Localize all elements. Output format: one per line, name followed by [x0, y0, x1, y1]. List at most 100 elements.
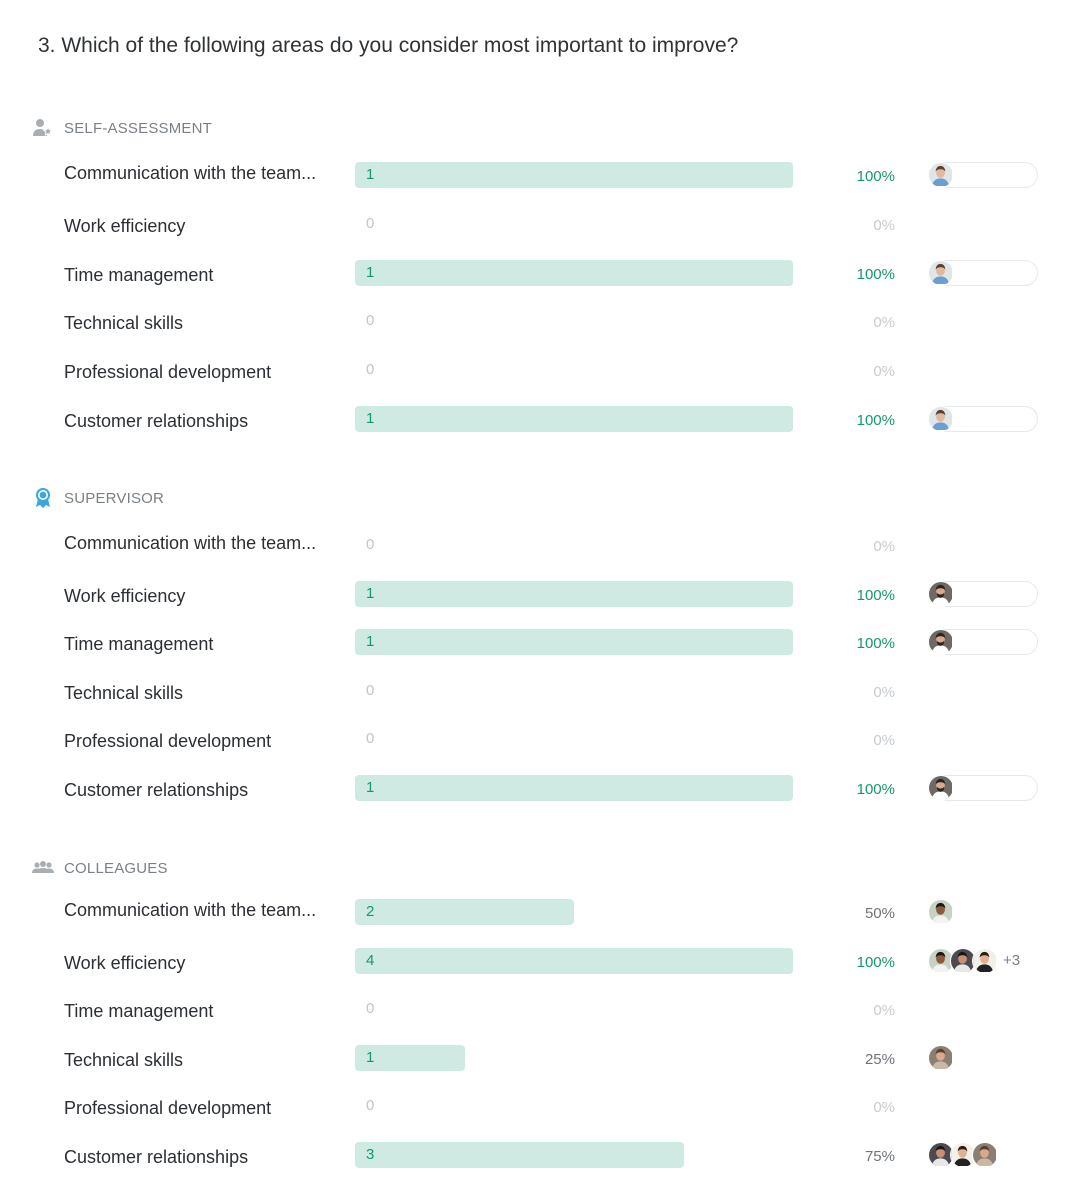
response-count: 0 — [366, 1000, 375, 1017]
row-label: Time management — [64, 1001, 214, 1021]
percent-value: 100% — [856, 168, 895, 185]
percent-value: 0% — [873, 684, 895, 701]
percent-value: 100% — [856, 266, 895, 283]
bar-track: 0 — [355, 678, 793, 704]
percent-value: 0% — [873, 538, 895, 555]
section-title: COLLEAGUES — [64, 859, 168, 877]
bar-track: 1 — [355, 581, 793, 607]
response-count: 3 — [366, 1146, 375, 1163]
row-label: Professional development — [64, 1098, 272, 1118]
response-count: 2 — [366, 903, 375, 920]
award-ribbon-icon — [32, 488, 54, 508]
bar-fill — [355, 899, 574, 925]
percent-value: 0% — [873, 314, 895, 331]
bar-fill — [355, 406, 793, 432]
bar-track: 1 — [355, 1045, 793, 1071]
avatar[interactable] — [972, 1142, 998, 1168]
more-respondents-count[interactable]: +3 — [1003, 952, 1021, 969]
percent-value: 100% — [856, 587, 895, 604]
bar-track: 1 — [355, 629, 793, 655]
response-count: 0 — [366, 1097, 375, 1114]
avatar[interactable] — [928, 260, 954, 286]
row-label: Technical skills — [64, 683, 184, 703]
avatar[interactable] — [928, 1045, 954, 1071]
response-count: 1 — [366, 633, 375, 650]
section-header: SELF-ASSESSMENT — [32, 118, 212, 138]
percent-value: 0% — [873, 363, 895, 380]
response-count: 0 — [366, 536, 375, 553]
percent-value: 0% — [873, 217, 895, 234]
question-title: 3. Which of the following areas do you c… — [38, 34, 739, 57]
bar-fill — [355, 260, 793, 286]
avatar[interactable] — [950, 1142, 976, 1168]
avatar[interactable] — [928, 162, 954, 188]
bar-track: 3 — [355, 1142, 793, 1168]
bar-fill — [355, 581, 793, 607]
row-label: Work efficiency — [64, 953, 186, 973]
avatar[interactable] — [928, 948, 954, 974]
response-count: 0 — [366, 730, 375, 747]
response-count: 1 — [366, 410, 375, 427]
row-label: Professional development — [64, 731, 272, 751]
row-label: Time management — [64, 265, 214, 285]
bar-track: 1 — [355, 406, 793, 432]
group-icon — [32, 858, 54, 878]
avatar[interactable] — [928, 775, 954, 801]
response-count: 1 — [366, 166, 375, 183]
row-label: Professional development — [64, 362, 272, 382]
row-label: Technical skills — [64, 1050, 184, 1070]
response-count: 1 — [366, 1049, 375, 1066]
row-label: Communication with the team... — [64, 900, 317, 920]
avatar[interactable] — [928, 899, 954, 925]
percent-value: 25% — [864, 1051, 895, 1068]
row-label: Customer relationships — [64, 780, 249, 800]
response-count: 1 — [366, 585, 375, 602]
bar-track: 4 — [355, 948, 793, 974]
bar-fill — [355, 775, 793, 801]
row-label: Communication with the team... — [64, 533, 317, 553]
section-title: SELF-ASSESSMENT — [64, 119, 213, 137]
response-count: 0 — [366, 682, 375, 699]
avatar[interactable] — [928, 629, 954, 655]
percent-value: 75% — [864, 1148, 895, 1165]
percent-value: 50% — [864, 905, 895, 922]
bar-fill — [355, 1045, 465, 1071]
avatar[interactable] — [928, 581, 954, 607]
row-label: Time management — [64, 634, 214, 654]
bar-track: 0 — [355, 211, 793, 237]
response-count: 0 — [366, 312, 375, 329]
row-label: Customer relationships — [64, 1147, 249, 1167]
bar-fill — [355, 948, 793, 974]
row-label: Communication with the team... — [64, 163, 317, 183]
response-count: 0 — [366, 361, 375, 378]
bar-track: 0 — [355, 532, 793, 558]
bar-track: 1 — [355, 775, 793, 801]
bar-track: 0 — [355, 357, 793, 383]
row-label: Work efficiency — [64, 586, 186, 606]
bar-track: 0 — [355, 308, 793, 334]
response-count: 0 — [366, 215, 375, 232]
percent-value: 0% — [873, 732, 895, 749]
section-title: SUPERVISOR — [64, 489, 165, 507]
bar-track: 0 — [355, 1093, 793, 1119]
avatar[interactable] — [928, 406, 954, 432]
percent-value: 100% — [856, 781, 895, 798]
bar-track: 0 — [355, 726, 793, 752]
percent-value: 0% — [873, 1099, 895, 1116]
row-label: Work efficiency — [64, 216, 186, 236]
person-star-icon — [32, 118, 54, 138]
bar-fill — [355, 629, 793, 655]
percent-value: 100% — [856, 635, 895, 652]
response-count: 4 — [366, 952, 375, 969]
row-label: Customer relationships — [64, 411, 249, 431]
percent-value: 0% — [873, 1002, 895, 1019]
avatar[interactable] — [972, 948, 998, 974]
row-label: Technical skills — [64, 313, 184, 333]
response-count: 1 — [366, 264, 375, 281]
bar-track: 0 — [355, 996, 793, 1022]
bar-fill — [355, 1142, 684, 1168]
section-header: SUPERVISOR — [32, 488, 164, 508]
bar-track: 1 — [355, 162, 793, 188]
bar-track: 1 — [355, 260, 793, 286]
response-count: 1 — [366, 779, 375, 796]
